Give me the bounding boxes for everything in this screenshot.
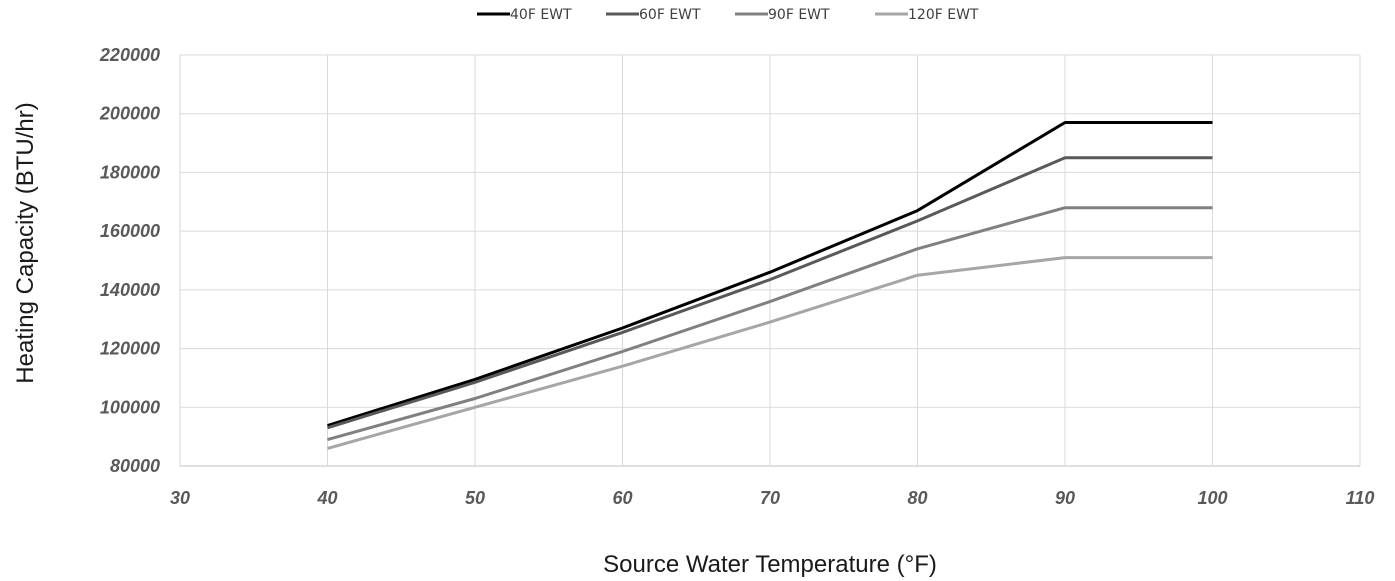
x-tick-label: 50 <box>465 488 485 508</box>
y-tick-label: 80000 <box>110 456 160 476</box>
y-tick-label: 140000 <box>100 280 160 300</box>
legend-label: 90F EWT <box>768 7 830 23</box>
series-line-40f-ewt <box>327 121 1213 427</box>
x-tick-label: 110 <box>1346 488 1375 508</box>
legend: 40F EWT 60F EWT 90F EWT 120F EWT <box>477 7 979 23</box>
x-tick-label: 90 <box>1055 488 1075 508</box>
series-line-120f-ewt <box>327 256 1213 450</box>
y-tick-label: 120000 <box>100 339 160 359</box>
y-axis-ticks: 80000 100000 120000 140000 160000 180000 20000… <box>99 45 160 476</box>
y-tick-label: 200000 <box>99 104 160 124</box>
series-lines <box>327 121 1213 450</box>
gridlines <box>179 54 1361 467</box>
y-tick-label: 180000 <box>100 162 160 182</box>
legend-label: 40F EWT <box>510 7 572 23</box>
series-line-90f-ewt <box>327 206 1213 442</box>
y-tick-label: 100000 <box>100 397 160 417</box>
y-tick-label: 220000 <box>99 45 160 65</box>
x-tick-label: 30 <box>170 488 190 508</box>
y-tick-label: 160000 <box>100 221 160 241</box>
legend-label: 60F EWT <box>639 7 701 23</box>
x-axis-ticks: 30 40 50 60 70 80 90 100 110 <box>170 488 1374 508</box>
x-tick-label: 80 <box>907 488 927 508</box>
legend-label: 120F EWT <box>908 7 979 23</box>
x-tick-label: 60 <box>612 488 632 508</box>
series-line-60f-ewt <box>327 156 1213 430</box>
y-axis-title: Heating Capacity (BTU/hr) <box>12 102 39 383</box>
x-tick-label: 100 <box>1197 488 1227 508</box>
x-tick-label: 70 <box>760 488 780 508</box>
x-axis-title: Source Water Temperature (°F) <box>603 551 937 578</box>
x-tick-label: 40 <box>316 488 337 508</box>
